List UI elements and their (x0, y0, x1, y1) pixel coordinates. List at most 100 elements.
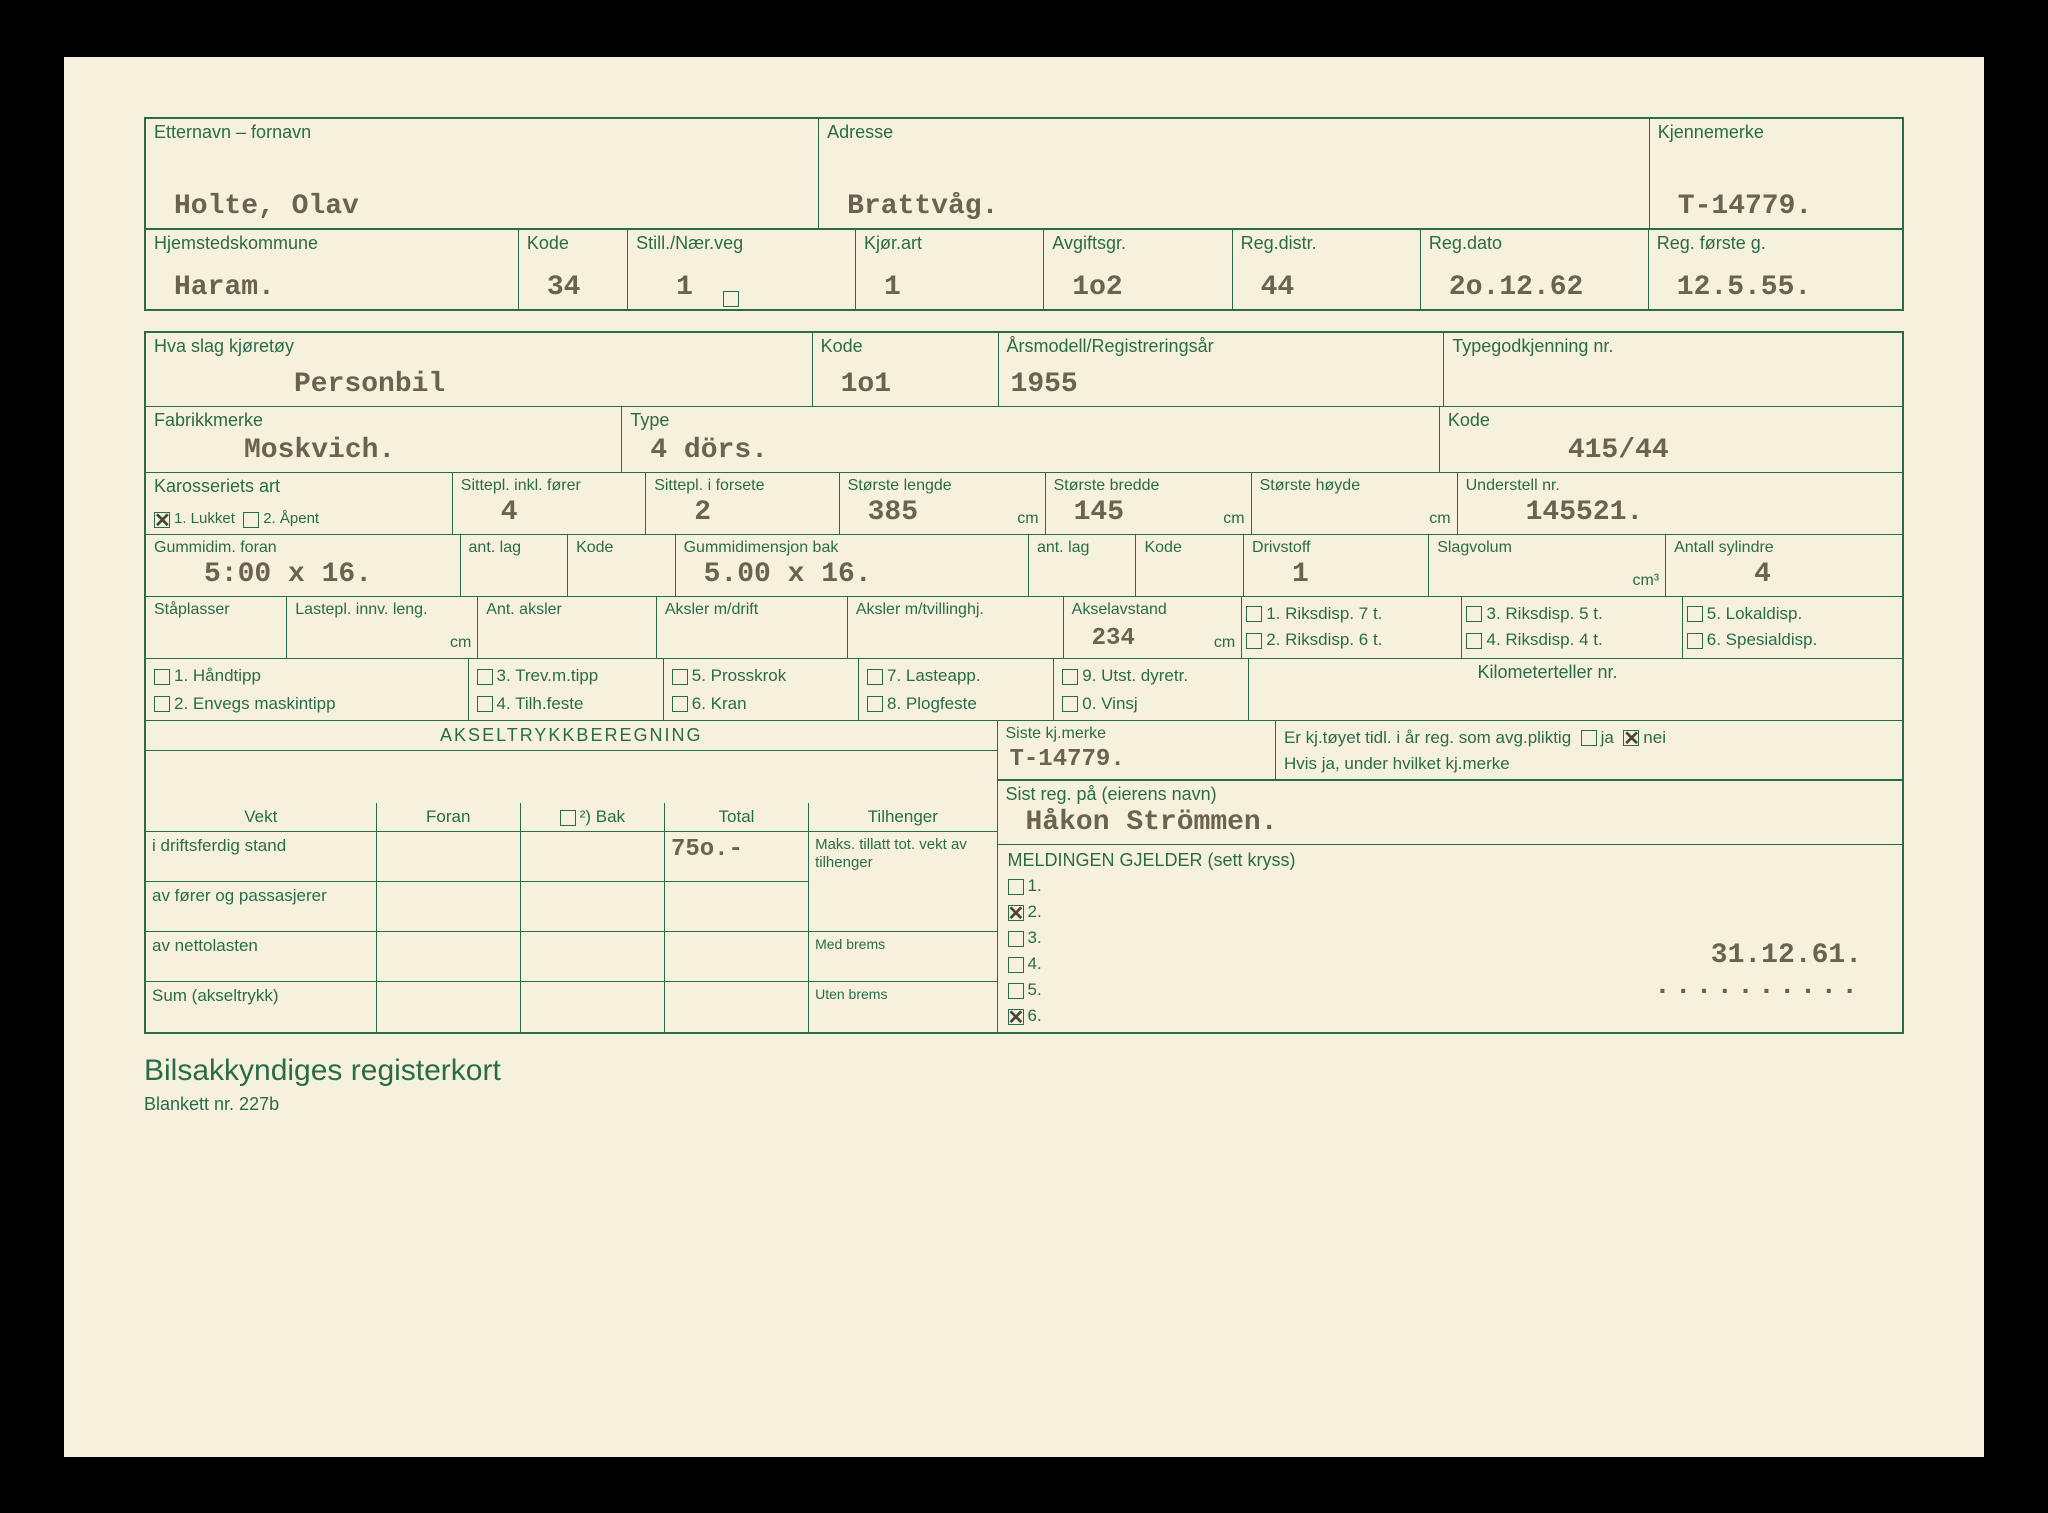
cb-c4[interactable] (477, 696, 493, 712)
cb-m1[interactable] (1008, 879, 1024, 895)
cb-ja[interactable] (1581, 730, 1597, 746)
val-gbak: 5.00 x 16. (684, 559, 1020, 594)
cb-d2[interactable] (1246, 633, 1262, 649)
cb-d4[interactable] (1466, 633, 1482, 649)
lbl-m6: 6. (1028, 1006, 1042, 1025)
lbl-gforan: Gummidim. foran (154, 539, 452, 557)
th-tilh: Tilhenger (809, 803, 996, 832)
val-akselav: 234 (1072, 625, 1234, 656)
row1-lbl: i driftsferdig stand (146, 832, 377, 882)
lbl-avgift: Avgiftsgr. (1052, 234, 1223, 254)
val-hjem: Haram. (154, 272, 510, 307)
lbl-slagvol: Slagvolum (1437, 539, 1657, 557)
cb-d1[interactable] (1246, 606, 1262, 622)
val-kjorart: 1 (864, 272, 1035, 307)
cb-c6[interactable] (672, 696, 688, 712)
row3-lbl: av nettolasten (146, 932, 377, 982)
lbl-kode5: Kode (1144, 539, 1235, 557)
lbl-m5: 5. (1028, 980, 1042, 999)
val-driv: 1 (1252, 559, 1420, 594)
lbl-kjennemerke: Kjennemerke (1658, 123, 1894, 143)
val-date: 31.12.61. (1654, 940, 1862, 971)
cb-bak[interactable] (560, 810, 576, 826)
uten-lbl: Uten brems (809, 982, 996, 1032)
cb-c0[interactable] (1062, 696, 1078, 712)
lbl-kode3: Kode (1448, 411, 1894, 431)
cb-m3[interactable] (1008, 931, 1024, 947)
cb-c2[interactable] (154, 696, 170, 712)
lbl-hjem: Hjemstedskommune (154, 234, 510, 254)
lbl-syl: Antall sylindre (1674, 539, 1894, 557)
val-aarsmodell: 1955 (1007, 369, 1436, 404)
val-dots: .......... (1654, 971, 1862, 1002)
val-regforste: 12.5.55. (1657, 272, 1894, 307)
lbl-c9: 9. Utst. dyretr. (1082, 666, 1188, 685)
lbl-c5: 5. Prosskrok (692, 666, 786, 685)
lbl-lengde: Største lengde (848, 477, 1037, 495)
cb-c5[interactable] (672, 669, 688, 685)
lbl-d1: 1. Riksdisp. 7 t. (1266, 604, 1382, 623)
val-type: 4 dörs. (630, 435, 1431, 470)
cb-m4[interactable] (1008, 957, 1024, 973)
lbl-c4: 4. Tilh.feste (497, 694, 584, 713)
cb-nei[interactable] (1623, 730, 1639, 746)
val-sitte: 4 (461, 497, 637, 532)
lbl-c2: 2. Envegs maskintipp (174, 694, 336, 713)
cb-d6[interactable] (1687, 633, 1703, 649)
cb-c9[interactable] (1062, 669, 1078, 685)
cb-d5[interactable] (1687, 606, 1703, 622)
row2-lbl: av fører og passasjerer (146, 882, 377, 932)
lbl-antaksler: Ant. aksler (486, 601, 648, 619)
footer-sub: Blankett nr. 227b (144, 1094, 1904, 1115)
section-1: Etternavn – fornavnHolte, Olav AdresseBr… (144, 117, 1904, 311)
val-gforan: 5:00 x 16. (154, 559, 452, 594)
th-foran: Foran (377, 803, 521, 832)
lbl-hoyde: Største høyde (1260, 477, 1449, 495)
lbl-m4: 4. (1028, 954, 1042, 973)
lbl-lukket: 1. Lukket (174, 510, 235, 527)
cb-c3[interactable] (477, 669, 493, 685)
val-hoyde (1260, 528, 1449, 532)
lbl-sistreg: Sist reg. på (eierens navn) (1006, 785, 1895, 805)
val-under: 145521. (1466, 497, 1894, 532)
checkbox-still[interactable] (723, 291, 739, 307)
lbl-still: Still./Nær.veg (636, 234, 847, 254)
lbl-siste: Siste kj.merke (1006, 725, 1267, 743)
lbl-gbak: Gummidimensjon bak (684, 539, 1020, 557)
cb-d3[interactable] (1466, 606, 1482, 622)
lbl-slag: Hva slag kjøretøy (154, 337, 804, 357)
cb-c8[interactable] (867, 696, 883, 712)
lbl-kode4: Kode (576, 539, 667, 557)
lbl-d4: 4. Riksdisp. 4 t. (1486, 630, 1602, 649)
val-kode3: 415/44 (1448, 435, 1894, 470)
lbl-regdato: Reg.dato (1429, 234, 1640, 254)
lbl-apent: 2. Åpent (263, 510, 319, 527)
lbl-mtvilling: Aksler m/tvillinghj. (856, 601, 1055, 619)
checkbox-apent[interactable] (243, 512, 259, 528)
lbl-c6: 6. Kran (692, 694, 747, 713)
val-siste: T-14779. (1006, 746, 1267, 777)
val-sittef: 2 (654, 497, 830, 532)
lbl-erkj: Er kj.tøyet tidl. i år reg. som avg.plik… (1284, 728, 1571, 747)
lbl-c8: 8. Plogfeste (887, 694, 977, 713)
val-regdistr: 44 (1241, 272, 1412, 307)
cb-m2[interactable] (1008, 905, 1024, 921)
lbl-under: Understell nr. (1466, 477, 1894, 495)
val-sistreg: Håkon Strömmen. (1006, 807, 1895, 842)
val-still: 1 (636, 272, 693, 307)
val-kjennemerke: T-14779. (1658, 191, 1894, 226)
checkbox-lukket[interactable] (154, 512, 170, 528)
val-adresse: Brattvåg. (827, 191, 1641, 226)
cb-m6[interactable] (1008, 1009, 1024, 1025)
lbl-karosseri: Karosseriets art (154, 477, 444, 497)
lbl-m3: 3. (1028, 928, 1042, 947)
aksel-header: AKSELTRYKKBEREGNING (146, 721, 997, 751)
cb-m5[interactable] (1008, 983, 1024, 999)
lbl-akselav: Akselavstand (1072, 601, 1234, 619)
cb-c1[interactable] (154, 669, 170, 685)
lbl-sittef: Sittepl. i forsete (654, 477, 830, 495)
th-vekt: Vekt (146, 803, 377, 832)
maks-lbl: Maks. tillatt tot. vekt av tilhenger (809, 832, 996, 882)
cb-c7[interactable] (867, 669, 883, 685)
med-lbl: Med brems (809, 932, 996, 982)
